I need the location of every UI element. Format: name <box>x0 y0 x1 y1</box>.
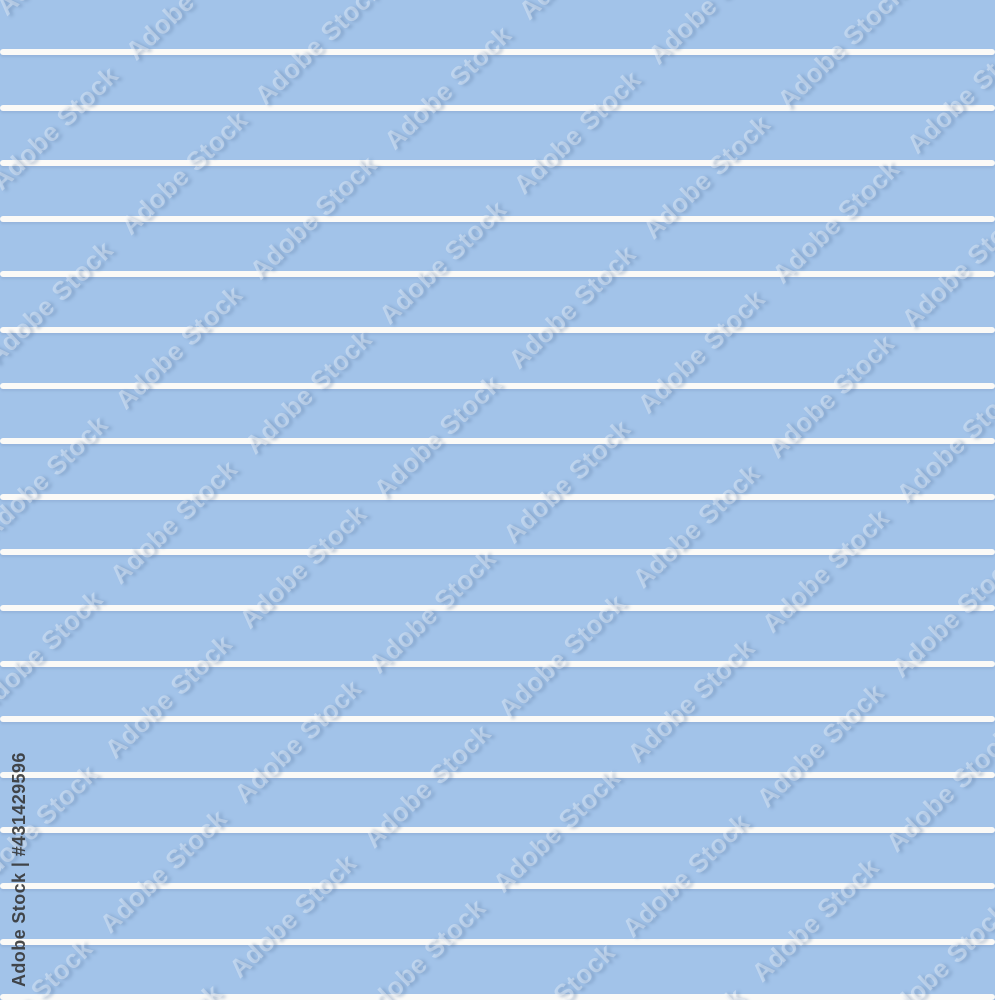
stripe <box>0 938 995 945</box>
stripe <box>0 438 995 445</box>
stock-id-watermark: Adobe Stock | #431429596 <box>9 752 29 987</box>
stripe <box>0 716 995 723</box>
stripe <box>0 49 995 55</box>
stripe <box>0 271 995 278</box>
stripe <box>0 160 995 167</box>
stripe <box>0 382 995 389</box>
stripe <box>0 549 995 556</box>
stripe <box>0 994 995 1000</box>
stripe <box>0 215 995 222</box>
stripe <box>0 104 995 111</box>
stripe <box>0 605 995 611</box>
stripe <box>0 493 995 500</box>
stripe <box>0 883 995 889</box>
stripe <box>0 660 995 667</box>
stripe <box>0 827 995 834</box>
stripe <box>0 771 995 778</box>
stripe <box>0 327 995 333</box>
